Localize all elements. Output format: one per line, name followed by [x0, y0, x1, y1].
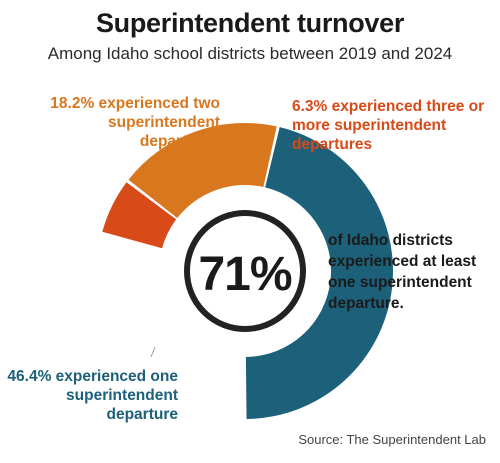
leader-line — [150, 346, 156, 358]
center-description: of Idaho districts experienced at least … — [328, 232, 477, 312]
chart-title: Superintendent turnover — [95, 8, 405, 38]
segment-two-departures — [128, 123, 277, 219]
segment-three-or-more-departures — [102, 182, 177, 249]
chart-subtitle: Among Idaho school districts between 201… — [47, 44, 453, 63]
label-one-departure: 46.4% experienced one superintendent dep… — [7, 368, 178, 423]
center-value: 71% — [198, 248, 291, 301]
label-two-departures: 18.2% experienced two superintendent dep… — [50, 95, 220, 150]
center-ring — [184, 210, 306, 332]
segment-one-departure — [245, 127, 394, 419]
source-note: Source: The Superintendent Lab — [298, 432, 486, 447]
label-three-or-more-departures: 6.3% experienced three or more superinte… — [292, 98, 485, 153]
